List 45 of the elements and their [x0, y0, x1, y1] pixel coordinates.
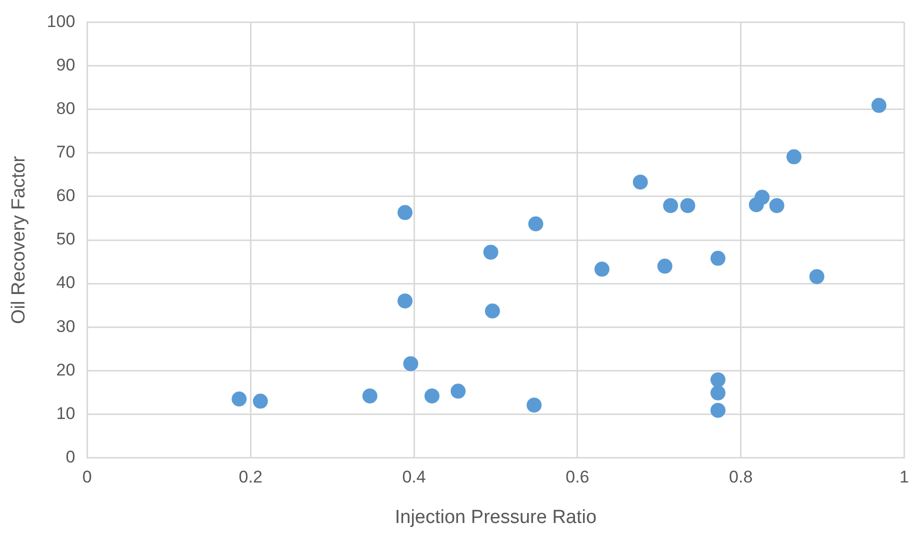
- point: [526, 398, 542, 413]
- point: [871, 98, 886, 113]
- y-tick-label: 0: [66, 447, 76, 466]
- point: [754, 190, 770, 205]
- y-tick-label: 90: [56, 55, 76, 74]
- point: [663, 198, 678, 214]
- y-tick-label: 10: [56, 404, 76, 423]
- point: [710, 385, 726, 400]
- x-tick-label: 0.8: [729, 468, 753, 487]
- point: [680, 198, 696, 214]
- point: [657, 258, 672, 274]
- point: [786, 149, 802, 164]
- y-tick-label: 40: [56, 273, 76, 292]
- x-tick-label: 0: [82, 468, 92, 487]
- x-tick-label: 1: [900, 468, 910, 487]
- x-tick-label: 0.2: [238, 468, 262, 487]
- point: [362, 388, 378, 404]
- point: [252, 394, 268, 409]
- y-tick-label: 70: [56, 142, 76, 162]
- point: [710, 372, 726, 388]
- point: [484, 304, 500, 319]
- point: [710, 402, 726, 418]
- y-tick-label: 100: [46, 12, 76, 31]
- y-axis-title: Oil Recovery Factor: [8, 155, 30, 324]
- point: [528, 216, 544, 232]
- point: [398, 205, 413, 220]
- point: [398, 293, 413, 308]
- y-tick-label: 20: [56, 360, 76, 380]
- point: [403, 356, 418, 372]
- point: [809, 269, 824, 284]
- point: [632, 174, 648, 190]
- point: [450, 384, 466, 399]
- x-tick-label: 0.4: [402, 468, 426, 487]
- y-tick-label: 60: [56, 186, 76, 206]
- y-tick-label: 80: [56, 99, 76, 118]
- point: [232, 391, 247, 406]
- point: [483, 244, 498, 260]
- y-tick-label: 50: [56, 230, 76, 249]
- point: [594, 262, 610, 277]
- point: [424, 388, 440, 404]
- point: [710, 250, 726, 266]
- point: [769, 198, 784, 214]
- y-tick-label: 30: [56, 316, 76, 336]
- x-axis-title: Injection Pressure Ratio: [394, 506, 597, 528]
- x-tick-label: 0.6: [566, 468, 590, 487]
